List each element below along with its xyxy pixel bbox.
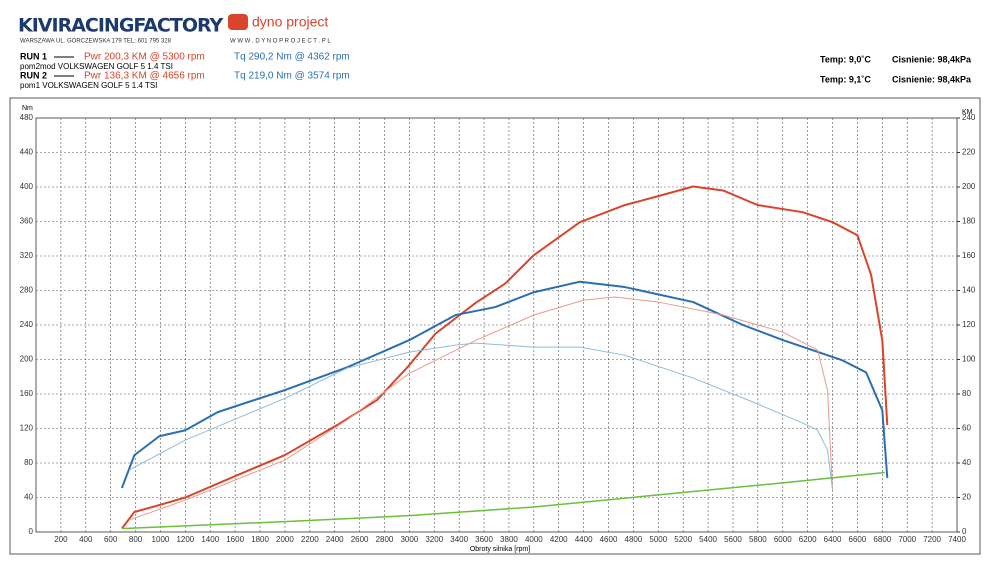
x-tick-label: 3600	[475, 535, 493, 544]
run-power: Pwr 200,3 KM @ 5300 rpm	[84, 52, 205, 63]
run-car: pom2mod VOLKSWAGEN GOLF 5 1.4 TSI	[20, 62, 173, 71]
run-car: pom1 VOLKSWAGEN GOLF 5 1.4 TSI	[20, 81, 157, 90]
x-tick-label: 1800	[251, 535, 269, 544]
x-tick-label: 4200	[550, 535, 568, 544]
run-power: Pwr 136,3 KM @ 4656 rpm	[84, 71, 205, 82]
x-tick-label: 4400	[575, 535, 593, 544]
y2-tick-label: 200	[962, 182, 976, 191]
run-label: RUN 2	[20, 70, 47, 80]
x-tick-label: 6800	[873, 535, 891, 544]
y2-tick-label: 60	[962, 424, 971, 433]
y2-tick-label: 240	[962, 113, 976, 122]
y-tick-label: 40	[24, 493, 33, 502]
temperature: Temp: 9,0˚C	[820, 54, 871, 64]
x-tick-label: 5000	[649, 535, 667, 544]
y-tick-label: 0	[29, 527, 34, 536]
x-tick-label: 2600	[351, 535, 369, 544]
x-tick-label: 200	[54, 535, 68, 544]
pressure: Cisnienie: 98,4kPa	[892, 54, 972, 64]
y-tick-label: 440	[20, 148, 34, 157]
y-axis-label: Nm	[22, 105, 33, 112]
x-tick-label: 7400	[948, 535, 966, 544]
x-tick-label: 1200	[176, 535, 194, 544]
series-line	[120, 280, 889, 489]
y-tick-label: 400	[20, 182, 34, 191]
y2-tick-label: 220	[962, 148, 976, 157]
x-tick-label: 3200	[425, 535, 443, 544]
y-tick-label: 80	[24, 458, 33, 467]
y-tick-label: 280	[20, 286, 34, 295]
y2-tick-label: 160	[962, 251, 976, 260]
x-axis-label: Obroty silnika [rpm]	[470, 546, 530, 553]
x-tick-label: 4000	[525, 535, 543, 544]
temperature: Temp: 9,1˚C	[820, 74, 871, 84]
y-tick-label: 480	[20, 113, 34, 122]
x-tick-label: 6000	[774, 535, 792, 544]
y-tick-label: 360	[20, 217, 34, 226]
x-tick-label: 2400	[326, 535, 344, 544]
y2-tick-label: 100	[962, 355, 976, 364]
x-tick-label: 5400	[699, 535, 717, 544]
y-tick-label: 120	[20, 424, 34, 433]
y2-tick-label: 180	[962, 217, 976, 226]
y-tick-label: 200	[20, 355, 34, 364]
x-tick-label: 5200	[674, 535, 692, 544]
x-tick-label: 4800	[625, 535, 643, 544]
run-torque: Tq 219,0 Nm @ 3574 rpm	[234, 71, 350, 82]
y-tick-label: 160	[20, 389, 34, 398]
x-tick-label: 2800	[376, 535, 394, 544]
address: WARSZAWA UL. GÓRCZEWSKA 179 TEL: 601 795…	[20, 38, 172, 45]
x-tick-label: 7000	[898, 535, 916, 544]
series-line	[129, 342, 834, 491]
x-tick-label: 5800	[749, 535, 767, 544]
x-tick-label: 3000	[400, 535, 418, 544]
series-line	[121, 471, 885, 530]
x-tick-label: 3800	[500, 535, 518, 544]
y-tick-label: 320	[20, 251, 34, 260]
logo-icon	[228, 14, 248, 30]
x-tick-label: 6600	[849, 535, 867, 544]
chart-frame	[9, 97, 981, 555]
x-tick-label: 4600	[600, 535, 618, 544]
y2-tick-label: 140	[962, 286, 976, 295]
x-tick-label: 1400	[201, 535, 219, 544]
x-tick-label: 1000	[152, 535, 170, 544]
y2-tick-label: 0	[962, 527, 967, 536]
x-tick-label: 6200	[799, 535, 817, 544]
x-tick-label: 1600	[226, 535, 244, 544]
y2-tick-label: 40	[962, 458, 971, 467]
y2-axis-label: KM	[962, 109, 973, 116]
y2-tick-label: 80	[962, 389, 971, 398]
x-tick-label: 6400	[824, 535, 842, 544]
x-tick-label: 600	[104, 535, 118, 544]
series-line	[129, 296, 834, 521]
logo: dyno project	[252, 14, 328, 30]
y2-tick-label: 120	[962, 320, 976, 329]
x-tick-label: 5600	[724, 535, 742, 544]
x-tick-label: 2000	[276, 535, 294, 544]
x-tick-label: 3400	[450, 535, 468, 544]
y-tick-label: 240	[20, 320, 34, 329]
brand: KIVIRACINGFACTORY	[18, 15, 224, 37]
x-tick-label: 400	[79, 535, 93, 544]
run-label: RUN 1	[20, 51, 47, 61]
x-tick-label: 7200	[923, 535, 941, 544]
x-tick-label: 2200	[301, 535, 319, 544]
website: W W W . D Y N O P R O J E C T . P L	[230, 39, 331, 45]
pressure: Cisnienie: 98,4kPa	[892, 74, 972, 84]
x-tick-label: 800	[129, 535, 143, 544]
run-torque: Tq 290,2 Nm @ 4362 rpm	[234, 52, 350, 63]
series-line	[121, 185, 889, 530]
y2-tick-label: 20	[962, 493, 971, 502]
